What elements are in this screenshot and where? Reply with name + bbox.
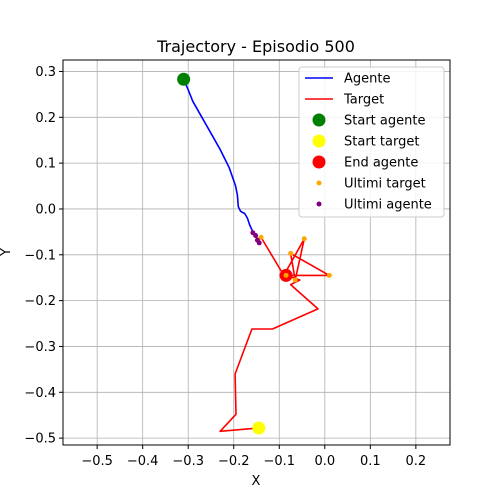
legend-label-agente: Agente	[344, 72, 390, 87]
x-axis-label: X	[252, 474, 261, 489]
y-tick-label: −0.2	[24, 294, 56, 309]
y-tick-label: −0.3	[24, 340, 56, 355]
legend-label-ultimi-target: Ultimi target	[344, 177, 426, 192]
point-ultimi-target	[288, 250, 294, 256]
point-ultimi-target	[301, 236, 307, 242]
axes-frame	[62, 59, 451, 446]
legend-swatch-ultimi-agente	[316, 201, 322, 207]
point-ultimi-target	[258, 234, 264, 240]
chart-title: Trajectory - Episodio 500	[156, 37, 355, 56]
x-tick-label: −0.3	[172, 454, 204, 469]
y-tick-label: 0.3	[35, 65, 56, 80]
point-start-target	[252, 421, 266, 435]
x-tick-label: −0.1	[263, 454, 295, 469]
legend-label-target: Target	[343, 93, 384, 108]
x-tick-label: 0.1	[360, 454, 381, 469]
point-ultimi-agente	[256, 240, 262, 246]
plot-area	[177, 72, 332, 435]
y-tick-label: −0.4	[24, 386, 56, 401]
legend-box	[298, 66, 445, 218]
y-tick-label: 0.1	[35, 157, 56, 172]
legend-label-end-agente: End agente	[344, 156, 418, 171]
y-tick-label: 0.0	[35, 202, 56, 217]
legend-swatch-ultimi-target	[316, 180, 322, 186]
legend-swatch-start-agente	[312, 113, 326, 127]
x-tick-label: −0.5	[81, 454, 113, 469]
y-tick-label: −0.5	[24, 432, 56, 447]
point-ultimi-agente	[253, 233, 259, 239]
legend-swatch-end-agente	[312, 155, 326, 169]
x-tick-label: −0.2	[218, 454, 250, 469]
legend-label-start-agente: Start agente	[344, 114, 425, 129]
point-ultimi-target	[326, 272, 332, 278]
y-axis-label: Y	[0, 248, 14, 257]
legend: Agente Target Start agente Start target End …	[298, 66, 445, 218]
legend-label-ultimi-agente: Ultimi agente	[344, 198, 432, 213]
point-start-agente	[177, 72, 191, 86]
x-tick-label: 0.0	[314, 454, 335, 469]
legend-label-start-target: Start target	[344, 135, 419, 150]
x-tick-label: 0.2	[406, 454, 427, 469]
ticks: −0.5 −0.4 −0.3 −0.2 −0.1 0.0 0.1 0.2 −0.5 −0.4 −0.…	[24, 65, 426, 469]
y-tick-label: −0.1	[24, 248, 56, 263]
point-ultimi-target	[292, 277, 298, 283]
x-tick-label: −0.4	[127, 454, 159, 469]
legend-swatch-start-target	[312, 134, 326, 148]
point-ultimi-target	[283, 272, 289, 278]
y-tick-label: 0.2	[35, 111, 56, 126]
